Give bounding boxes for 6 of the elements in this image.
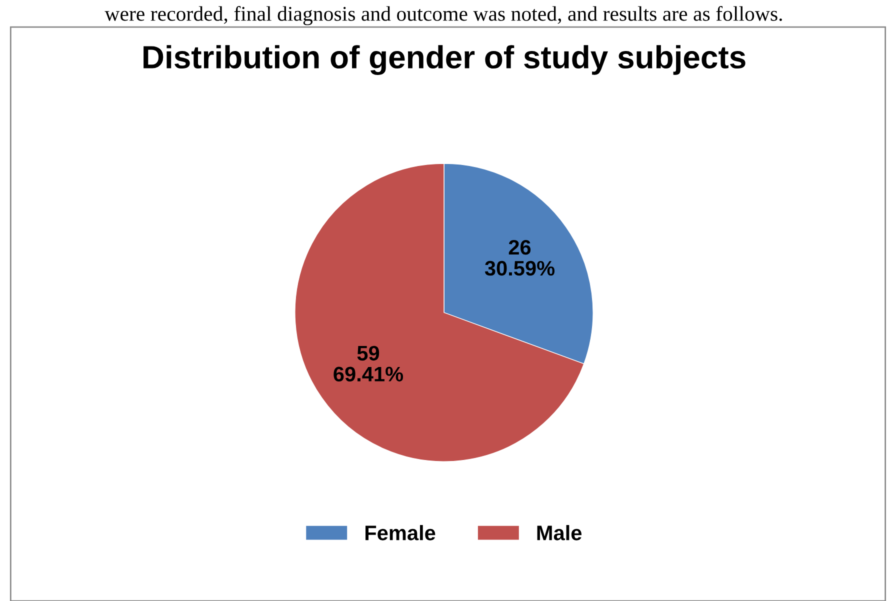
legend-label: Male (537, 525, 582, 540)
text: were recorded, final diagnosis and outcome was noted, and results are as follows. (104, 6, 782, 26)
data-label: 59 69.41% (334, 346, 404, 382)
chart-title: Distribution of gender of study subjects (144, 45, 746, 75)
data-label: 26 30.59% (484, 240, 555, 276)
legend-label: Female (366, 525, 436, 540)
